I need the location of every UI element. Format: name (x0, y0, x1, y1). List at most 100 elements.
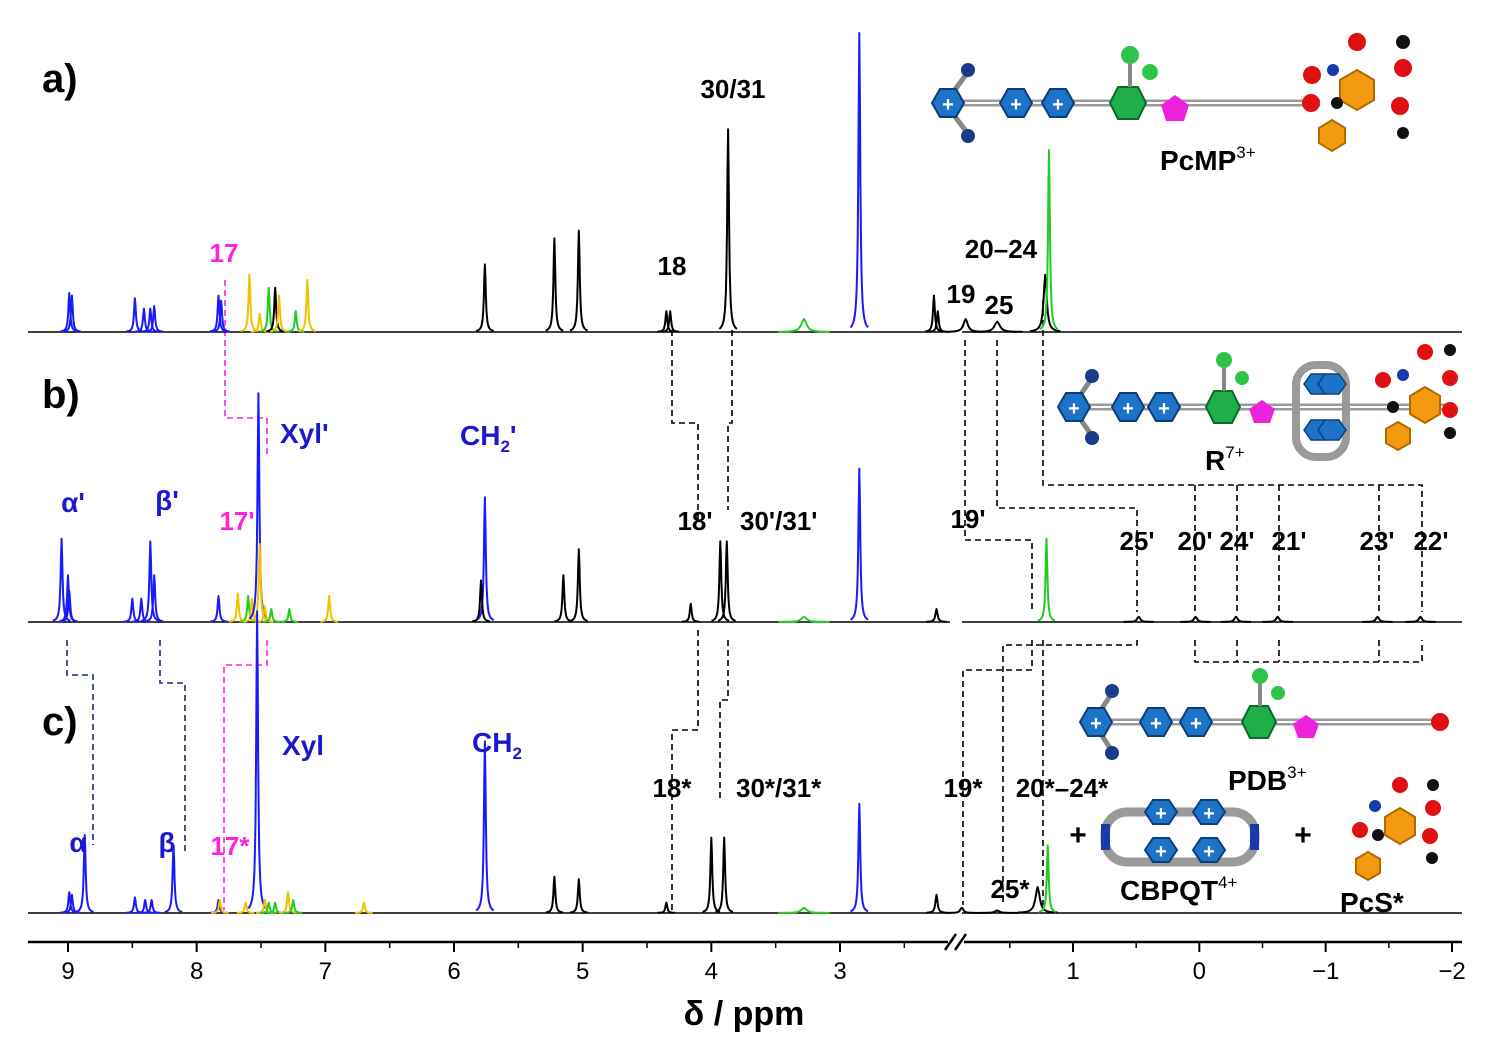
pyridinium-ring (1110, 392, 1146, 422)
atom-red (1352, 822, 1368, 838)
ch2-prime-mark: ' (510, 420, 517, 451)
peak-c-24 (850, 802, 869, 913)
atom-red (1392, 777, 1408, 793)
peak-c-1 (62, 893, 82, 914)
plus-charge: + (942, 94, 954, 116)
peak-a-24 (928, 310, 947, 333)
guide-20-24 (1042, 300, 1423, 612)
peak-b-6 (145, 574, 164, 623)
plus-sign-1: + (1069, 819, 1087, 852)
pyridinium-ring (930, 88, 966, 118)
plus-charge: + (1203, 841, 1215, 863)
peak-label-alpha-prime: α' (61, 487, 85, 518)
peak-label-18-star: 18* (652, 773, 692, 803)
plus-charge: + (1068, 398, 1080, 420)
guide-25-prime (1002, 640, 1138, 905)
peak-label-24-prime: 24' (1219, 526, 1254, 556)
peak-b-31 (1262, 615, 1293, 623)
spectrum-a (28, 32, 1462, 333)
peak-a-22 (849, 32, 869, 329)
atom-black (1396, 35, 1410, 49)
peak-label-25-prime: 25' (1119, 526, 1154, 556)
green-ball (1235, 371, 1249, 385)
guide-30-31-prime (719, 640, 729, 800)
atom-black (1372, 829, 1384, 841)
peak-label-30-31: 30/31 (700, 74, 765, 104)
x-axis: 9 8 7 6 5 4 3 1 0 −1 −2 (28, 933, 1466, 985)
x-tick-label: 3 (833, 958, 846, 985)
atom-black (1426, 852, 1438, 864)
pentagon (1161, 95, 1189, 121)
peak-label-xyl-prime: Xyl' (280, 418, 329, 449)
plus-charge: + (1150, 713, 1162, 735)
peak-a-26 (971, 320, 1023, 333)
peak-label-beta-prime: β' (155, 485, 179, 516)
guide-bottom-link (1194, 640, 1423, 663)
peak-c-4 (135, 899, 155, 914)
peak-label-alpha: α (69, 827, 86, 858)
x-tick-label: 9 (61, 958, 74, 985)
peak-c-6 (164, 844, 183, 913)
phenyl-ring (1240, 705, 1278, 739)
atom-black (1387, 401, 1399, 413)
peak-c-10 (247, 610, 267, 910)
plus-charge: + (1155, 841, 1167, 863)
molecule-label-pdb: PDB3+ (1228, 763, 1307, 796)
spectrum-c (28, 610, 1462, 914)
correlation-lines (66, 280, 1423, 910)
ch2-sub: 2 (512, 744, 521, 763)
panel-label-c: c) (42, 700, 78, 744)
atom-black (1331, 97, 1343, 109)
panel-label-a: a) (42, 57, 78, 101)
peak-c-25 (925, 893, 948, 914)
peak-b-33 (1405, 615, 1436, 623)
peak-label-22-prime: 22' (1413, 526, 1448, 556)
peak-label-21-prime: 21' (1271, 526, 1306, 556)
pyridinium-ring (998, 88, 1034, 118)
peak-a-13 (286, 310, 305, 333)
peak-label-20-24-star: 20*–24* (1016, 773, 1109, 803)
x-axis-title: δ / ppm (684, 995, 805, 1033)
pentagon (1293, 715, 1319, 738)
green-ball (1142, 64, 1158, 80)
guide-18-prime (671, 630, 699, 910)
atom-blue (1397, 369, 1409, 381)
peak-b-26 (925, 608, 948, 623)
peak-a-17 (569, 229, 589, 332)
green-ball (1271, 686, 1285, 700)
pcs-phenyl (1355, 850, 1381, 882)
x-tick-label: 5 (576, 958, 589, 985)
molecule-pcmp: + + + (930, 33, 1412, 153)
molecule-pdb: + + + (1078, 668, 1449, 760)
cbpqt-bipy (1191, 837, 1227, 863)
peak-b-9 (238, 595, 258, 623)
peak-b-15 (280, 608, 299, 623)
peak-b-7 (209, 595, 228, 623)
peak-b-28 (1123, 615, 1154, 623)
panel-label-b: b) (42, 373, 80, 417)
peak-c-29 (1038, 844, 1057, 913)
molecule-cbpqt: + + + + (1100, 799, 1260, 867)
plus-charge: + (1155, 803, 1167, 825)
peak-c-22 (714, 836, 734, 913)
plus-charge: + (1052, 94, 1064, 116)
cbpqt-charge: 4+ (1218, 873, 1237, 892)
atom-black (1444, 344, 1456, 356)
stopper-red (1302, 94, 1320, 112)
pcmp-charge: 3+ (1236, 143, 1255, 162)
peak-a-25 (945, 318, 986, 333)
peak-label-17-star: 17* (210, 831, 250, 861)
peak-label-ch2-prime: CH2' (460, 420, 517, 456)
atom-black (1397, 127, 1409, 139)
peak-a-19 (660, 310, 680, 333)
plus-charge: + (1158, 398, 1170, 420)
ch2-prime-main: CH (460, 420, 500, 451)
plus-charge: + (1190, 713, 1202, 735)
peak-label-25: 25 (985, 290, 1014, 320)
atom-black (1427, 779, 1439, 791)
guide-19-prime (962, 640, 1033, 905)
peak-a-15 (475, 263, 495, 332)
peak-c-26 (946, 906, 977, 914)
cbpqt-bipy (1143, 799, 1179, 825)
peak-b-22 (711, 540, 730, 622)
